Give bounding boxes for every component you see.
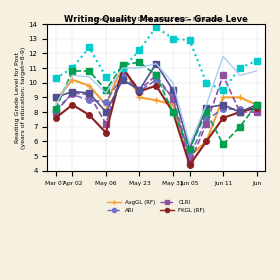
- Text: 7 metrics (ARI, CLRI, FKGL, FOG, FOR, LW...: 7 metrics (ARI, CLRI, FKGL, FOG, FOR, LW…: [88, 17, 224, 22]
- FKGL (RF): [188, 163, 191, 167]
- FKGL (RF): [121, 66, 124, 70]
- ARI: [121, 74, 124, 77]
- CLRI: [138, 88, 141, 92]
- FKGL (RF): [54, 116, 57, 120]
- ARI: [188, 155, 191, 158]
- ARI: [54, 108, 57, 111]
- AvgGL (RF): [71, 78, 74, 81]
- AvgGL (RF): [205, 140, 208, 143]
- AvgGL (RF): [121, 64, 124, 67]
- Line: ARI: ARI: [53, 73, 259, 159]
- CLRI: [188, 162, 191, 165]
- CLRI: [205, 122, 208, 125]
- ARI: [87, 99, 91, 102]
- AvgGL (RF): [54, 99, 57, 102]
- AvgGL (RF): [87, 84, 91, 87]
- CLRI: [238, 110, 242, 114]
- ARI: [205, 118, 208, 121]
- FKGL (RF): [238, 110, 242, 114]
- FKGL (RF): [171, 110, 174, 114]
- FKGL (RF): [138, 90, 141, 93]
- Line: FKGL (RF): FKGL (RF): [53, 65, 259, 168]
- AvgGL (RF): [238, 96, 242, 99]
- FKGL (RF): [104, 131, 108, 134]
- CLRI: [155, 74, 158, 77]
- CLRI: [87, 93, 91, 96]
- FKGL (RF): [155, 84, 158, 87]
- FKGL (RF): [71, 103, 74, 106]
- CLRI: [255, 110, 258, 114]
- Title: Writing Quality Measures - Grade Leve: Writing Quality Measures - Grade Leve: [64, 15, 248, 24]
- ARI: [221, 108, 225, 111]
- CLRI: [71, 91, 74, 95]
- ARI: [171, 96, 174, 99]
- FKGL (RF): [205, 140, 208, 143]
- Line: CLRI: CLRI: [53, 65, 259, 166]
- AvgGL (RF): [255, 103, 258, 106]
- AvgGL (RF): [171, 103, 174, 106]
- AvgGL (RF): [138, 96, 141, 99]
- ARI: [104, 100, 108, 104]
- ARI: [155, 78, 158, 81]
- AvgGL (RF): [221, 96, 225, 99]
- Legend: AvgGL (RF), ARI, CLRI, FKGL (RF): AvgGL (RF), ARI, CLRI, FKGL (RF): [105, 198, 207, 215]
- Y-axis label: Reading Grade Level for Post
(years of education; target=8-9): Reading Grade Level for Post (years of e…: [15, 46, 26, 148]
- ARI: [255, 108, 258, 111]
- FKGL (RF): [221, 116, 225, 120]
- FKGL (RF): [87, 113, 91, 117]
- ARI: [238, 108, 242, 111]
- CLRI: [121, 66, 124, 70]
- CLRI: [104, 122, 108, 125]
- ARI: [71, 93, 74, 96]
- CLRI: [221, 74, 225, 77]
- AvgGL (RF): [188, 155, 191, 158]
- ARI: [138, 90, 141, 93]
- AvgGL (RF): [104, 103, 108, 106]
- Line: AvgGL (RF): AvgGL (RF): [52, 62, 260, 160]
- AvgGL (RF): [155, 99, 158, 102]
- CLRI: [54, 110, 57, 114]
- CLRI: [171, 97, 174, 101]
- FKGL (RF): [255, 106, 258, 109]
